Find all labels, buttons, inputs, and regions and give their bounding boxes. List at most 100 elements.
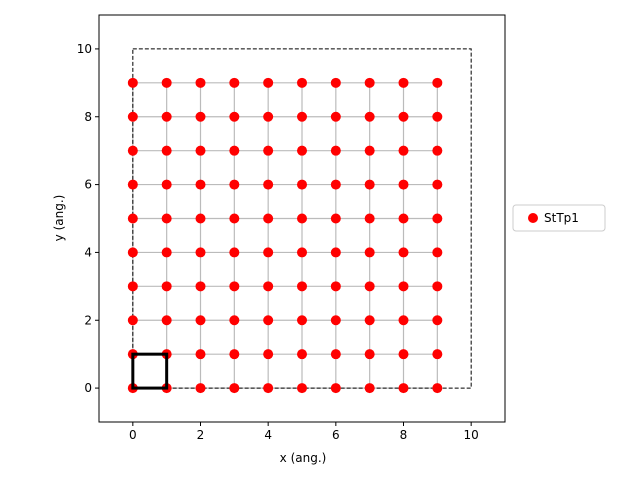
- atom-point: [297, 213, 307, 224]
- atom-point: [398, 145, 409, 156]
- atom-point: [161, 281, 172, 292]
- atom-point: [127, 179, 138, 190]
- legend-label-StTp1: StTp1: [544, 211, 579, 225]
- y-tick-label: 0: [84, 381, 92, 395]
- atom-point: [263, 281, 274, 292]
- y-tick-label: 8: [84, 110, 92, 124]
- atom-point: [297, 247, 307, 258]
- atom-point: [364, 281, 375, 292]
- atom-point: [297, 349, 307, 360]
- atom-point: [398, 383, 409, 394]
- atom-point: [330, 315, 341, 326]
- atom-point: [330, 383, 341, 394]
- atom-point: [161, 247, 172, 258]
- atom-point: [330, 281, 341, 292]
- atom-point: [398, 213, 409, 224]
- axes-frame: [98, 14, 506, 423]
- y-tick-label: 2: [84, 313, 92, 327]
- atom-point: [229, 213, 240, 224]
- atom-point: [229, 247, 240, 258]
- unit-cell: [131, 352, 169, 390]
- atom-point: [127, 247, 138, 258]
- atom-point: [229, 349, 240, 360]
- atom-point: [195, 145, 206, 156]
- y-axis-label: y (ang.): [52, 195, 66, 242]
- atom-point: [297, 315, 307, 326]
- atom-point: [195, 349, 206, 360]
- x-tick-label: 6: [332, 428, 340, 442]
- atom-point: [195, 77, 206, 88]
- plot-area: [127, 48, 472, 394]
- atom-point: [364, 349, 375, 360]
- atom-point: [330, 145, 341, 156]
- atom-point: [364, 383, 375, 394]
- x-tick-label: 10: [464, 428, 479, 442]
- atom-point: [161, 315, 172, 326]
- atom-point: [432, 349, 443, 360]
- atom-point: [195, 111, 206, 122]
- atom-point: [263, 77, 274, 88]
- atom-point: [432, 179, 443, 190]
- atom-point: [364, 247, 375, 258]
- atom-point: [229, 315, 240, 326]
- atom-point: [127, 315, 138, 326]
- atom-point: [263, 111, 274, 122]
- atom-point: [263, 315, 274, 326]
- atom-point: [330, 77, 341, 88]
- atom-point: [432, 111, 443, 122]
- atom-point: [432, 383, 443, 394]
- atom-point: [398, 281, 409, 292]
- atom-point: [161, 213, 172, 224]
- atom-point: [398, 315, 409, 326]
- atom-point: [432, 281, 443, 292]
- atom-point: [364, 213, 375, 224]
- atom-point: [263, 349, 274, 360]
- atom-point: [195, 281, 206, 292]
- atom-point: [297, 145, 307, 156]
- atom-point: [398, 179, 409, 190]
- atom-point: [195, 179, 206, 190]
- atom-point: [229, 111, 240, 122]
- atom-point: [432, 77, 443, 88]
- legend-marker-StTp1: [528, 213, 538, 223]
- atom-point: [297, 383, 307, 394]
- y-tick-label: 4: [84, 245, 92, 259]
- atom-point: [364, 179, 375, 190]
- legend-frame: [512, 204, 606, 232]
- atom-point: [432, 315, 443, 326]
- atom-point: [161, 179, 172, 190]
- atom-point: [195, 315, 206, 326]
- atom-point: [297, 281, 307, 292]
- atom-point: [127, 77, 138, 88]
- x-tick-label: 8: [400, 428, 408, 442]
- atom-point: [330, 179, 341, 190]
- atom-point: [432, 213, 443, 224]
- atom-point: [297, 77, 307, 88]
- x-axis-label: x (ang.): [280, 451, 327, 465]
- atom-point: [127, 145, 138, 156]
- y-tick-label: 6: [84, 178, 92, 192]
- atom-point: [330, 213, 341, 224]
- legend: StTp1: [512, 204, 606, 232]
- atom-point: [330, 111, 341, 122]
- atom-point: [432, 145, 443, 156]
- atom-point: [263, 383, 274, 394]
- atom-point: [297, 111, 307, 122]
- atom-point: [263, 213, 274, 224]
- atom-point: [195, 247, 206, 258]
- x-tick-label: 0: [129, 428, 137, 442]
- atom-point: [161, 77, 172, 88]
- axes: 0 2 4 6 8 10 0 2 4 6 8 10: [77, 14, 506, 442]
- atom-point: [229, 383, 240, 394]
- atom-point: [127, 213, 138, 224]
- atom-point: [195, 383, 206, 394]
- atom-point: [229, 77, 240, 88]
- atom-point: [127, 281, 138, 292]
- atom-point: [263, 179, 274, 190]
- atom-point: [398, 77, 409, 88]
- atom-point: [398, 247, 409, 258]
- atom-point: [263, 145, 274, 156]
- atom-point: [195, 213, 206, 224]
- atom-point: [364, 111, 375, 122]
